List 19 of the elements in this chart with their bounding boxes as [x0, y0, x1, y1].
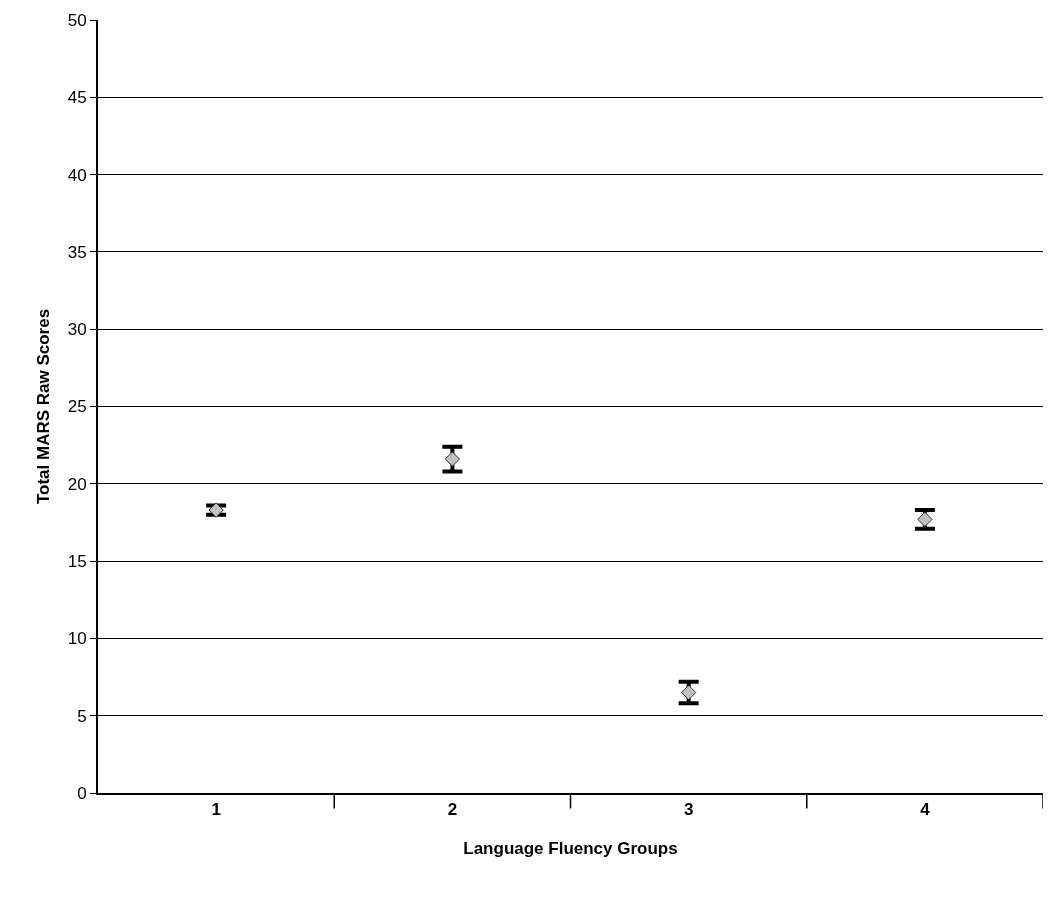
- x-tick-label: 1: [211, 800, 221, 820]
- y-tick-label: 0: [77, 783, 87, 803]
- y-tick-label: 20: [67, 474, 87, 494]
- y-tick-label: 5: [77, 706, 87, 726]
- y-tick-label: 10: [67, 629, 87, 649]
- point: [444, 451, 461, 467]
- y-tick-label: 30: [67, 320, 87, 340]
- y-tick-label: 15: [67, 552, 87, 572]
- y-axis-title: Total MARS Raw Scores: [33, 308, 53, 505]
- x-axis-title: Language Fluency Groups: [463, 839, 678, 859]
- x-tick-label: 2: [447, 800, 458, 820]
- x-tick-label: 4: [920, 800, 931, 820]
- point: [680, 684, 697, 701]
- y-tick-label: 35: [67, 242, 87, 262]
- y-tick-label: 25: [67, 397, 87, 417]
- y-tick-label: 50: [67, 10, 87, 30]
- y-tick-label: 45: [67, 88, 87, 108]
- x-tick-label: 3: [683, 800, 694, 820]
- y-tick-label: 40: [67, 165, 87, 185]
